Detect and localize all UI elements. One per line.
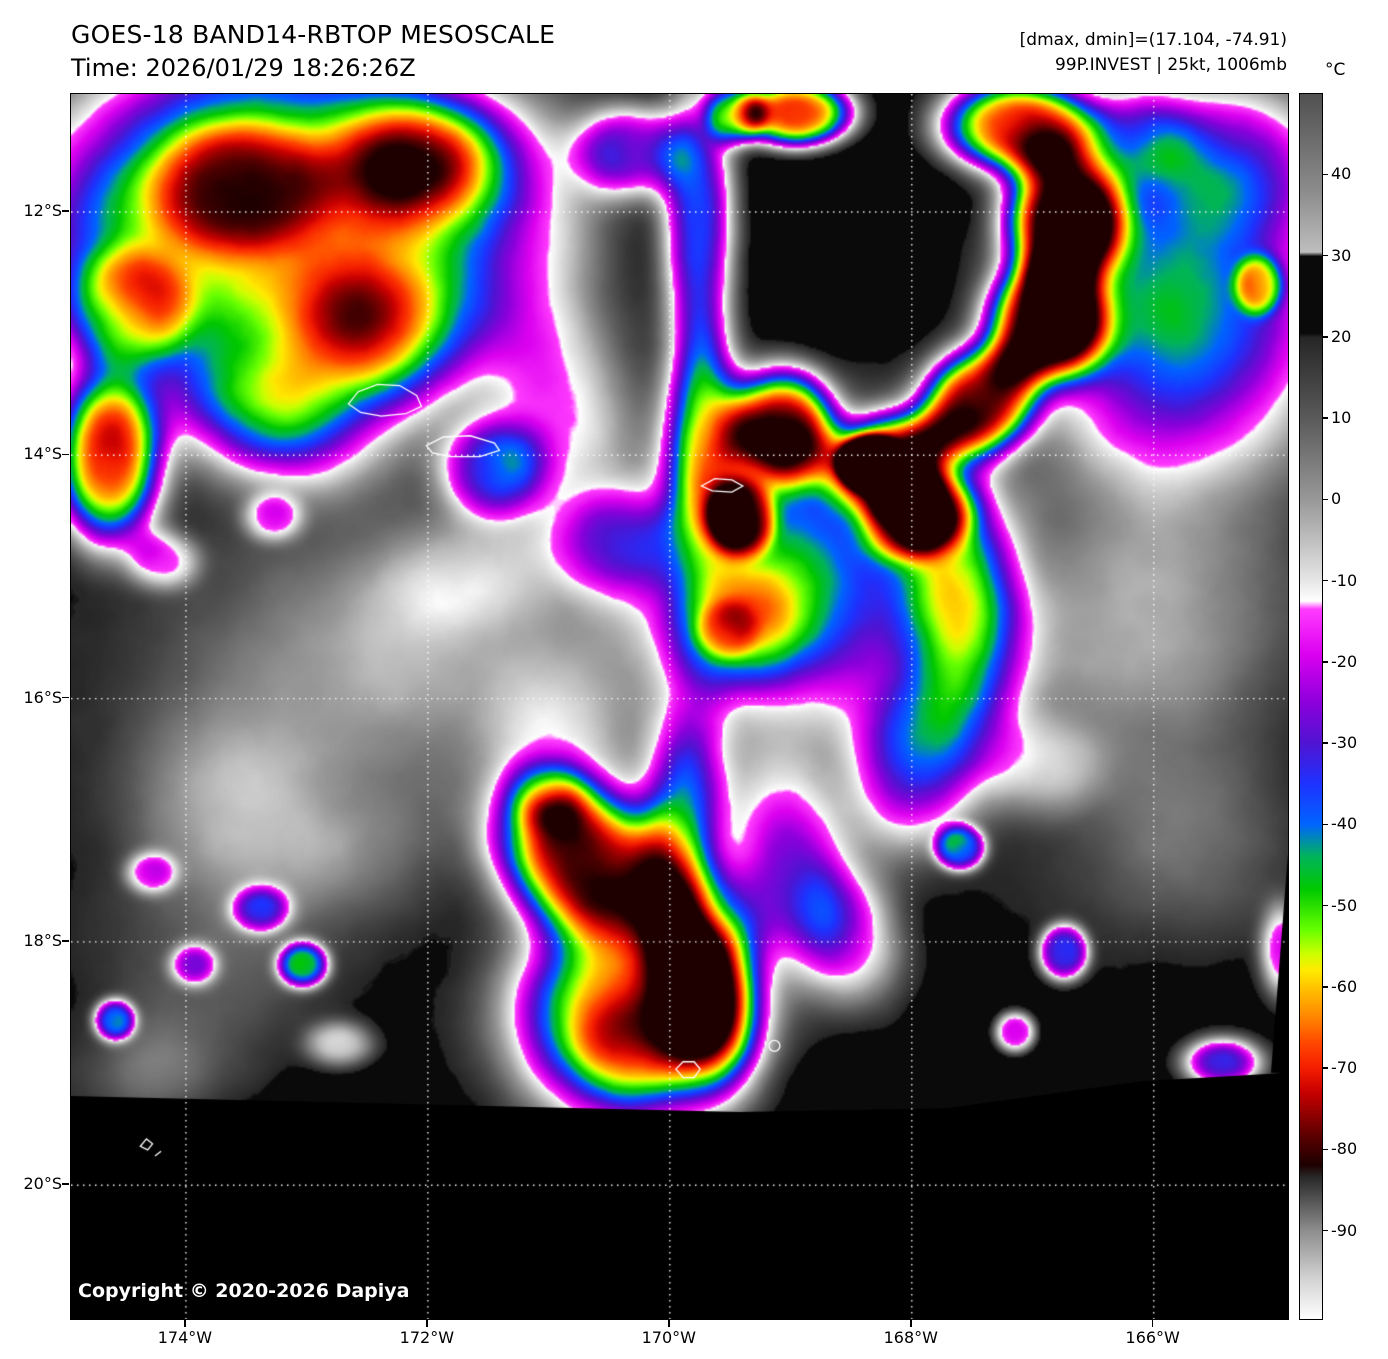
colorbar-tick-label: -50 (1331, 895, 1358, 915)
latitude-tick-mark (62, 210, 69, 212)
colorbar-tick-mark (1322, 417, 1328, 419)
latitude-tick-mark (62, 940, 69, 942)
dmax-dmin-readout: [dmax, dmin]=(17.104, -74.91) (1019, 30, 1287, 50)
colorbar-tick-mark (1322, 1067, 1328, 1069)
colorbar-tick-mark (1322, 579, 1328, 582)
colorbar-tick-label: -20 (1331, 651, 1358, 671)
colorbar-tick-label: -90 (1331, 1220, 1358, 1240)
colorbar-tick-mark (1322, 173, 1328, 175)
latitude-tick-label: 14°S (23, 444, 62, 464)
latitude-tick-mark (62, 453, 69, 456)
longitude-tick-label: 168°W (883, 1328, 938, 1347)
colorbar-tick-label: 30 (1331, 245, 1352, 265)
longitude-tick-label: 174°W (157, 1328, 213, 1347)
colorbar-tick-mark (1322, 1148, 1328, 1151)
temperature-colorbar (1299, 93, 1323, 1320)
readout-block: [dmax, dmin]=(17.104, -74.91) 99P.INVEST… (1020, 28, 1287, 78)
longitude-tick-mark (1151, 1320, 1154, 1327)
colorbar-tick-mark (1322, 986, 1328, 988)
longitude-tick-mark (910, 1320, 912, 1327)
colorbar-tick-mark (1322, 904, 1328, 907)
latitude-tick-label: 12°S (23, 200, 62, 220)
colorbar-gradient (1300, 94, 1322, 1319)
product-title: GOES-18 BAND14-RBTOP MESOSCALE (71, 20, 556, 49)
colorbar-tick-label: 0 (1331, 489, 1342, 509)
latitude-tick-label: 16°S (23, 687, 62, 707)
colorbar-tick-label: -60 (1331, 976, 1358, 996)
colorbar-tick-label: -40 (1331, 814, 1358, 834)
colorbar-tick-label: -80 (1331, 1139, 1358, 1159)
copyright-notice: Copyright © 2020-2026 Dapiya (78, 1280, 410, 1302)
latitude-tick-label: 18°S (23, 930, 62, 950)
colorbar-tick-mark (1322, 1229, 1328, 1232)
colorbar-tick-mark (1322, 661, 1328, 663)
latitude-tick-mark (62, 1183, 69, 1185)
colorbar-tick-label: -10 (1331, 570, 1358, 590)
latitude-tick-mark (62, 696, 69, 699)
longitude-tick-mark (184, 1320, 186, 1327)
colorbar-tick-mark (1322, 742, 1328, 744)
colorbar-tick-label: 20 (1331, 326, 1352, 346)
colorbar-tick-label: 10 (1331, 408, 1352, 428)
longitude-tick-label: 170°W (641, 1328, 696, 1347)
satellite-map (70, 93, 1289, 1320)
latitude-tick-label: 20°S (23, 1174, 62, 1194)
longitude-tick-mark (426, 1320, 428, 1327)
longitude-tick-label: 172°W (399, 1328, 455, 1347)
colorbar-tick-mark (1322, 498, 1328, 501)
colorbar-tick-mark (1322, 254, 1328, 257)
colorbar-tick-label: -30 (1331, 733, 1358, 753)
colorbar-tick-label: 40 (1331, 164, 1352, 184)
colorbar-tick-label: -70 (1331, 1058, 1358, 1078)
product-time: Time: 2026/01/29 18:26:26Z (71, 54, 416, 82)
colorbar-tick-mark (1322, 336, 1328, 338)
longitude-tick-label: 166°W (1125, 1328, 1180, 1347)
satellite-imagery-canvas (71, 94, 1288, 1319)
colorbar-tick-mark (1322, 823, 1328, 826)
longitude-tick-mark (668, 1320, 670, 1327)
colorbar-unit-label: °C (1325, 60, 1346, 80)
storm-readout: 99P.INVEST | 25kt, 1006mb (1054, 55, 1287, 75)
